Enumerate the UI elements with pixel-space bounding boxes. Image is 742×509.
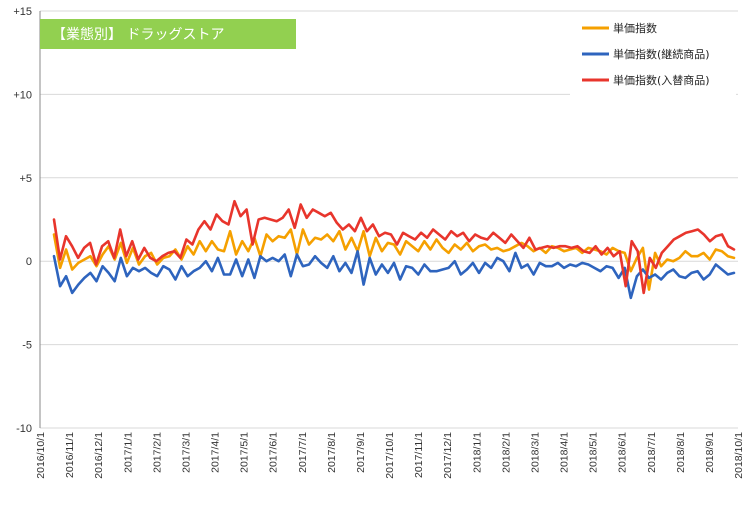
x-tick-label: 2018/9/1 — [704, 432, 716, 473]
y-tick-label: -5 — [22, 340, 32, 352]
x-tick-label: 2018/2/1 — [500, 432, 512, 473]
x-tick-label: 2018/1/1 — [471, 432, 483, 473]
x-tick-label: 2017/9/1 — [355, 432, 367, 473]
y-tick-label: +5 — [19, 173, 32, 185]
x-tick-label: 2017/6/1 — [268, 432, 280, 473]
x-tick-label: 2018/5/1 — [588, 432, 600, 473]
chart-title-background — [40, 19, 296, 49]
x-tick-label: 2017/3/1 — [180, 432, 192, 473]
x-tick-label: 2018/7/1 — [646, 432, 658, 473]
legend-label: 単価指数(継続商品) — [613, 47, 710, 61]
series-lines — [52, 199, 736, 300]
x-tick-label: 2018/4/1 — [559, 432, 571, 473]
x-tick-label: 2017/8/1 — [326, 432, 338, 473]
legend-label: 単価指数(入替商品) — [613, 73, 710, 87]
x-tick-label: 2017/4/1 — [210, 432, 222, 473]
chart-title-text: 【業態別】 ドラッグストア — [52, 27, 224, 43]
x-tick-label: 2017/1/1 — [122, 432, 134, 473]
x-tick-label: 2017/11/1 — [413, 432, 425, 478]
y-tick-label: -10 — [16, 423, 32, 435]
x-tick-label: 2017/7/1 — [297, 432, 309, 473]
x-tick-label: 2017/2/1 — [151, 432, 163, 473]
chart-title: 【業態別】 ドラッグストア — [40, 19, 296, 49]
y-tick-label: +15 — [13, 6, 32, 18]
x-tick-labels: 2016/10/1 2016/11/1 2016/12/1 2017/1/1 2017/… — [35, 432, 742, 479]
x-tick-label: 2018/10/1 — [733, 432, 742, 479]
y-tick-labels: +15 +10 +5 0 -5 -10 — [13, 6, 32, 435]
x-tick-label: 2018/8/1 — [675, 432, 687, 473]
x-tick-label: 2016/12/1 — [93, 432, 105, 479]
x-tick-label: 2017/10/1 — [384, 432, 396, 479]
x-tick-label: 2016/11/1 — [64, 432, 76, 478]
series-line-2 — [52, 249, 736, 300]
y-tick-label: 0 — [26, 256, 32, 268]
y-tick-label: +10 — [13, 89, 32, 101]
x-tick-label: 2016/10/1 — [35, 432, 47, 479]
x-tick-label: 2018/6/1 — [617, 432, 629, 473]
x-tick-label: 2017/5/1 — [239, 432, 251, 473]
series-line-3 — [52, 199, 736, 295]
x-tick-label: 2018/3/1 — [529, 432, 541, 473]
x-tick-label: 2017/12/1 — [442, 432, 454, 479]
legend-label: 単価指数 — [613, 21, 657, 35]
